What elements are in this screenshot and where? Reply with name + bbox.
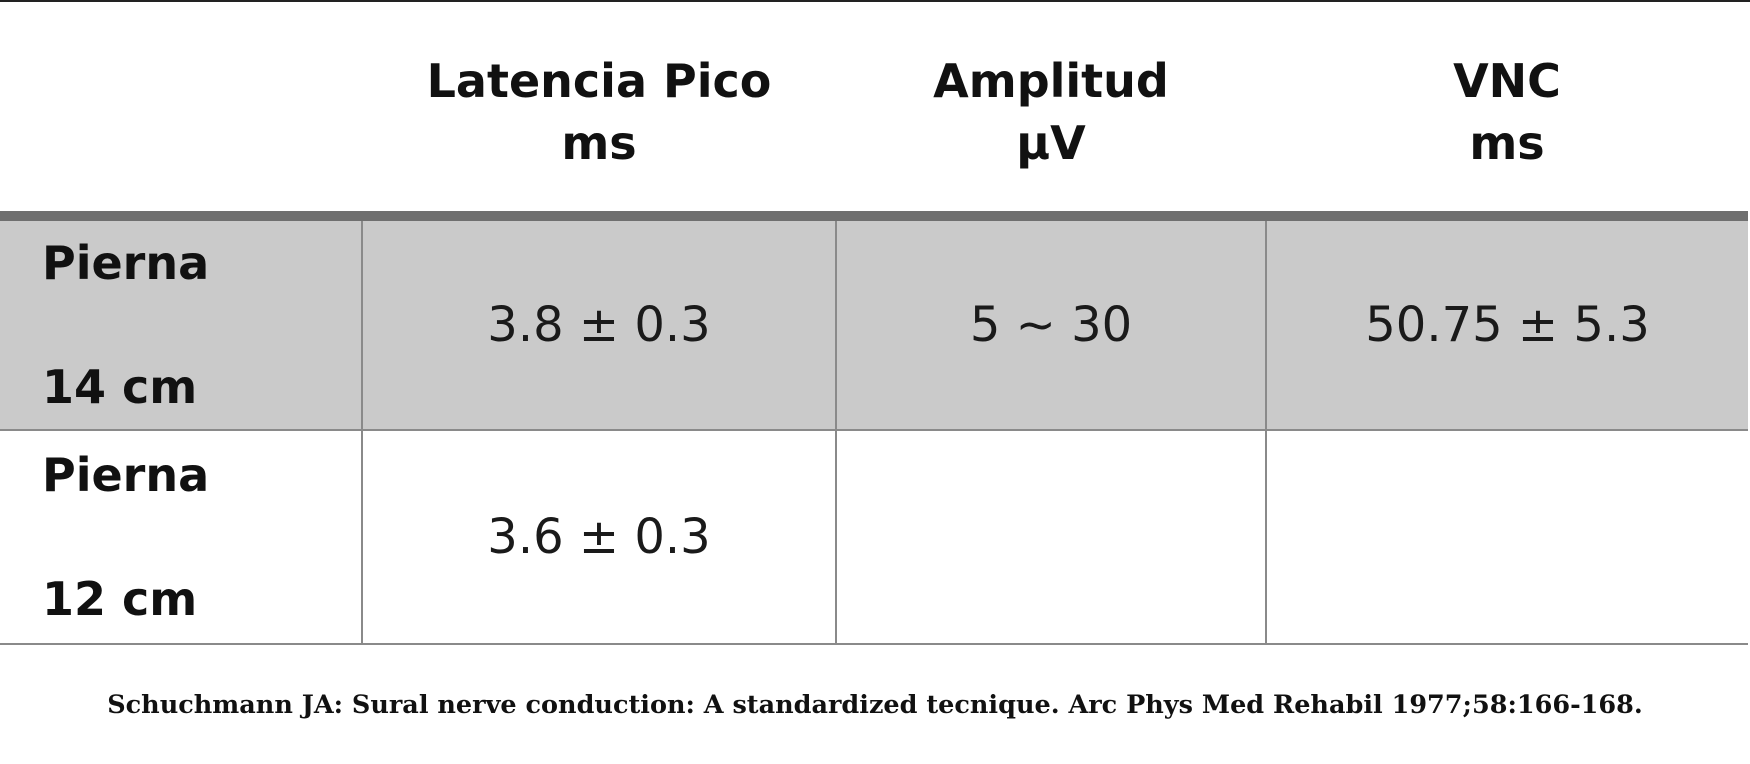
header-amplitud: Amplitud µV (836, 0, 1266, 221)
row-label-segment: Pierna (42, 448, 210, 502)
table-header-row: Latencia Pico ms Amplitud µV VNC ms (0, 0, 1748, 221)
header-latencia-pico: Latencia Pico ms (362, 0, 836, 221)
header-vnc-unit: ms (1469, 115, 1545, 170)
cell-latencia: 3.6 ± 0.3 (361, 430, 836, 645)
table-row-pierna-12: Pierna 12 cm 3.6 ± 0.3 (0, 430, 1748, 645)
header-latencia-title: Latencia Pico (426, 53, 772, 108)
row-label-segment: Pierna (42, 236, 210, 290)
header-vnc: VNC ms (1266, 0, 1748, 221)
conduction-values-table: Latencia Pico ms Amplitud µV VNC ms Pier… (0, 0, 1748, 645)
header-amplitud-title: Amplitud (933, 53, 1169, 108)
cell-vnc: 50.75 ± 5.3 (1265, 216, 1748, 431)
header-amplitud-unit: µV (1016, 115, 1086, 170)
table-row-pierna-14: Pierna 14 cm 3.8 ± 0.3 5 ~ 30 50.75 ± 5.… (0, 216, 1748, 431)
row-label-cell: Pierna 12 cm (0, 430, 362, 645)
header-vnc-title: VNC (1453, 53, 1561, 108)
row-label-cell: Pierna 14 cm (0, 216, 362, 431)
cell-vnc (1265, 430, 1748, 645)
header-latencia-unit: ms (561, 115, 637, 170)
cell-latencia: 3.8 ± 0.3 (361, 216, 836, 431)
cell-amplitud (835, 430, 1266, 645)
reference-citation: Schuchmann JA: Sural nerve conduction: A… (107, 690, 1643, 720)
header-empty-cell (0, 0, 362, 221)
row-label-distance: 14 cm (42, 360, 198, 414)
row-label-distance: 12 cm (42, 572, 198, 626)
cell-amplitud: 5 ~ 30 (835, 216, 1266, 431)
